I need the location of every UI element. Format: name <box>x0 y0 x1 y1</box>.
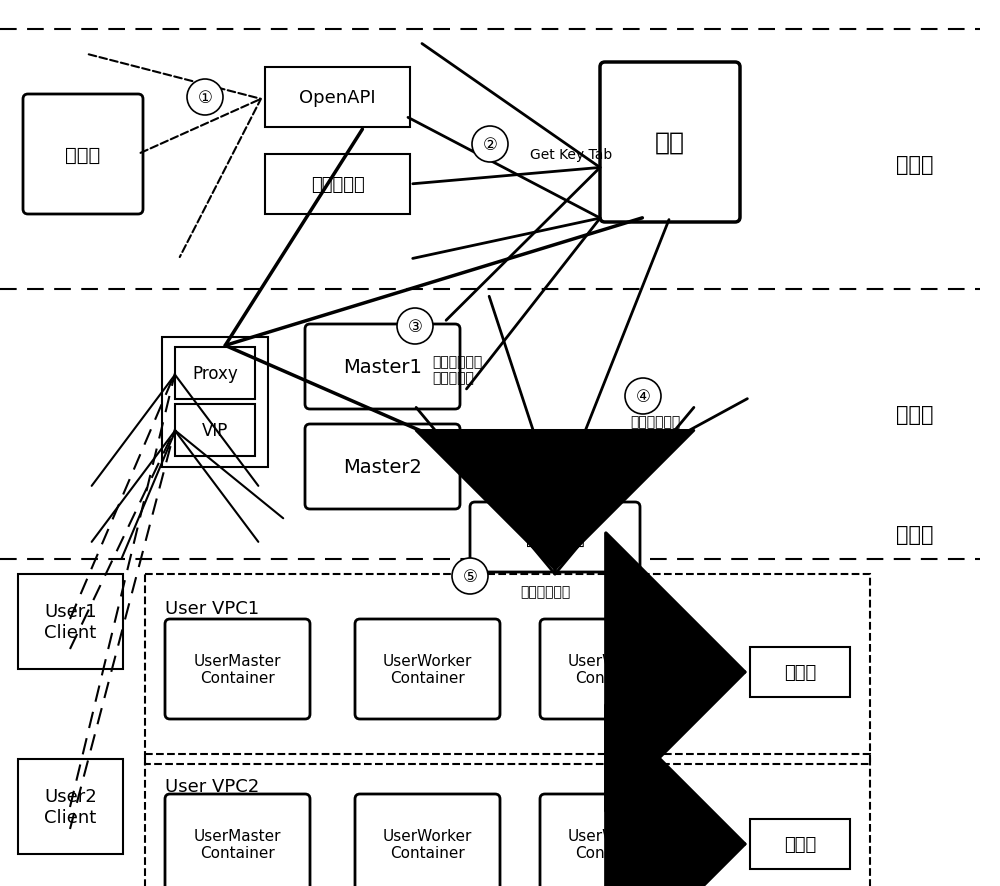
Text: Get Key Tab: Get Key Tab <box>530 148 612 162</box>
Text: VIP: VIP <box>202 422 228 439</box>
Text: 资源面: 资源面 <box>896 525 934 544</box>
Text: User2
Client: User2 Client <box>44 788 97 826</box>
FancyBboxPatch shape <box>540 794 685 886</box>
Text: ③: ③ <box>408 318 422 336</box>
Circle shape <box>397 308 433 345</box>
Text: Master2: Master2 <box>343 457 422 477</box>
Text: 资源管控层: 资源管控层 <box>526 528 584 547</box>
FancyBboxPatch shape <box>470 502 640 572</box>
Text: UserWorker
Container: UserWorker Container <box>568 653 657 686</box>
Text: 控制台: 控制台 <box>65 145 101 164</box>
FancyBboxPatch shape <box>355 794 500 886</box>
Text: 管控: 管控 <box>655 131 685 155</box>
Text: 数据库: 数据库 <box>784 664 816 681</box>
Circle shape <box>625 378 661 415</box>
Bar <box>145 754 870 886</box>
Bar <box>265 155 410 214</box>
FancyBboxPatch shape <box>23 95 143 214</box>
Text: Master1: Master1 <box>343 358 422 377</box>
FancyBboxPatch shape <box>165 794 310 886</box>
Text: 弹性资源申请: 弹性资源申请 <box>520 585 570 598</box>
Text: Proxy: Proxy <box>192 364 238 383</box>
Bar <box>18 759 123 854</box>
Text: 数据库: 数据库 <box>784 835 816 853</box>
Bar <box>175 405 255 456</box>
Text: ④: ④ <box>636 387 650 406</box>
Text: 为用户作业申
请资源: 为用户作业申 请资源 <box>630 415 680 445</box>
Circle shape <box>187 80 223 116</box>
Text: UserWorker
Container: UserWorker Container <box>383 653 472 686</box>
Text: UserMaster
Container: UserMaster Container <box>194 828 281 860</box>
Bar <box>18 574 123 669</box>
Text: User1
Client: User1 Client <box>44 602 97 641</box>
Text: 服务面: 服务面 <box>896 405 934 424</box>
FancyBboxPatch shape <box>305 424 460 509</box>
Text: OpenAPI: OpenAPI <box>299 89 376 107</box>
Text: 认证用户身份
及申请资源: 认证用户身份 及申请资源 <box>432 354 482 385</box>
Text: UserWorker
Container: UserWorker Container <box>383 828 472 860</box>
FancyBboxPatch shape <box>540 619 685 719</box>
FancyBboxPatch shape <box>165 619 310 719</box>
Text: 数据库管控: 数据库管控 <box>311 175 364 194</box>
Bar <box>265 68 410 128</box>
Bar <box>175 347 255 400</box>
Text: ②: ② <box>483 136 497 154</box>
Text: UserMaster
Container: UserMaster Container <box>194 653 281 686</box>
FancyBboxPatch shape <box>305 324 460 409</box>
Text: UserWorker
Container: UserWorker Container <box>568 828 657 860</box>
Circle shape <box>472 127 508 163</box>
Text: ⑤: ⑤ <box>463 567 477 586</box>
Text: 控制面: 控制面 <box>896 155 934 175</box>
Text: User VPC1: User VPC1 <box>165 599 259 618</box>
Bar <box>750 819 850 869</box>
FancyBboxPatch shape <box>600 63 740 222</box>
Bar <box>145 574 870 764</box>
Bar <box>162 338 268 468</box>
Bar <box>750 648 850 697</box>
Circle shape <box>452 558 488 595</box>
Text: User VPC2: User VPC2 <box>165 777 259 795</box>
Text: ①: ① <box>198 89 212 107</box>
FancyBboxPatch shape <box>355 619 500 719</box>
